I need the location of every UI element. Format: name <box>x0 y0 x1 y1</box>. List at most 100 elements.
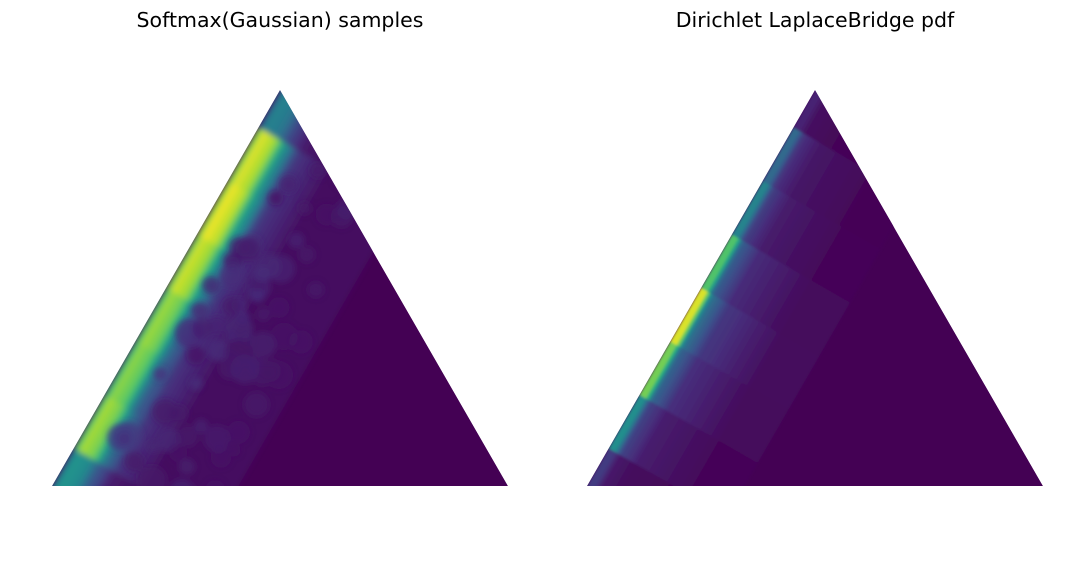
density-band <box>860 112 897 169</box>
density-band <box>716 242 752 300</box>
density-band <box>897 133 933 190</box>
density-band <box>642 413 678 471</box>
density-band <box>330 90 367 101</box>
density-band <box>857 90 894 96</box>
density-band <box>776 348 812 406</box>
density-band <box>881 124 917 181</box>
density-band <box>722 317 758 374</box>
density-band <box>81 469 117 486</box>
density-band <box>293 93 330 151</box>
density-band <box>113 559 149 576</box>
density-band <box>779 278 815 336</box>
density-band <box>863 90 899 99</box>
density-band <box>679 506 714 563</box>
density-band <box>684 437 720 486</box>
density-blob <box>176 424 199 448</box>
density-band <box>892 130 928 187</box>
density-band <box>620 543 655 576</box>
density-band <box>768 201 804 258</box>
density-band <box>338 119 375 177</box>
density-band <box>925 90 961 135</box>
density-band <box>715 455 751 486</box>
density-band <box>389 90 426 135</box>
density-band <box>118 348 155 406</box>
density-band <box>799 147 835 205</box>
density-band <box>598 459 634 486</box>
density-band <box>714 384 750 441</box>
simplex-heatmap-dirichlet-laplacebridge <box>547 90 1043 576</box>
density-band <box>647 416 683 474</box>
density-band <box>318 250 355 308</box>
density-band <box>868 90 904 102</box>
density-band <box>740 256 776 313</box>
density-band <box>938 90 974 143</box>
density-band <box>727 391 763 449</box>
density-band <box>650 418 686 475</box>
density-band <box>609 465 645 486</box>
density-band <box>828 235 864 293</box>
density-band <box>801 149 837 206</box>
density-band <box>642 485 678 486</box>
density-band <box>657 351 693 408</box>
density-band <box>123 565 159 576</box>
density-band <box>760 196 796 254</box>
density-band <box>740 327 776 385</box>
density-band <box>383 145 420 203</box>
density-band <box>681 436 717 486</box>
density-blob <box>338 159 365 187</box>
density-band <box>660 424 696 481</box>
density-band <box>386 90 423 133</box>
density-band <box>812 298 848 355</box>
density-band <box>104 340 141 398</box>
density-band <box>654 562 689 576</box>
density-band <box>739 184 775 242</box>
density-band <box>171 521 207 576</box>
density-band <box>807 223 843 281</box>
density-blob <box>193 419 209 434</box>
density-band <box>157 513 193 570</box>
density-band <box>727 248 763 306</box>
density-blob <box>107 423 135 451</box>
density-band <box>799 290 835 348</box>
density-band <box>693 300 729 358</box>
density-band <box>175 523 211 576</box>
density-band <box>738 397 774 455</box>
density-band <box>755 265 791 322</box>
density-band <box>123 493 159 550</box>
density-band <box>173 380 210 438</box>
density-band <box>853 107 889 165</box>
density-band <box>307 30 343 87</box>
density-band <box>838 241 874 299</box>
density-band <box>928 90 964 137</box>
density-band <box>420 95 457 153</box>
density-band <box>750 262 786 319</box>
density-band <box>704 449 740 486</box>
density-band <box>838 170 874 227</box>
density-band <box>547 501 582 558</box>
density-band <box>558 507 593 564</box>
density-band <box>133 499 169 556</box>
density-band <box>424 97 461 155</box>
density-band <box>73 394 110 452</box>
density-band <box>819 159 855 217</box>
density-band <box>317 107 354 165</box>
density-band <box>635 480 671 486</box>
density-band <box>142 291 179 349</box>
density-band <box>886 90 922 113</box>
density-blob <box>309 162 326 179</box>
density-band <box>255 142 292 200</box>
density-band <box>126 495 162 552</box>
density-band <box>137 501 173 558</box>
density-band <box>655 349 691 407</box>
density-band <box>825 234 861 291</box>
density-band <box>327 90 364 99</box>
density-band <box>784 353 820 410</box>
density-band <box>661 495 696 552</box>
density-band <box>765 128 801 185</box>
density-band <box>770 202 806 260</box>
density-band <box>261 90 298 133</box>
density-band <box>794 216 830 273</box>
density-blob <box>219 263 244 288</box>
density-band <box>87 402 124 460</box>
density-band <box>616 470 652 486</box>
